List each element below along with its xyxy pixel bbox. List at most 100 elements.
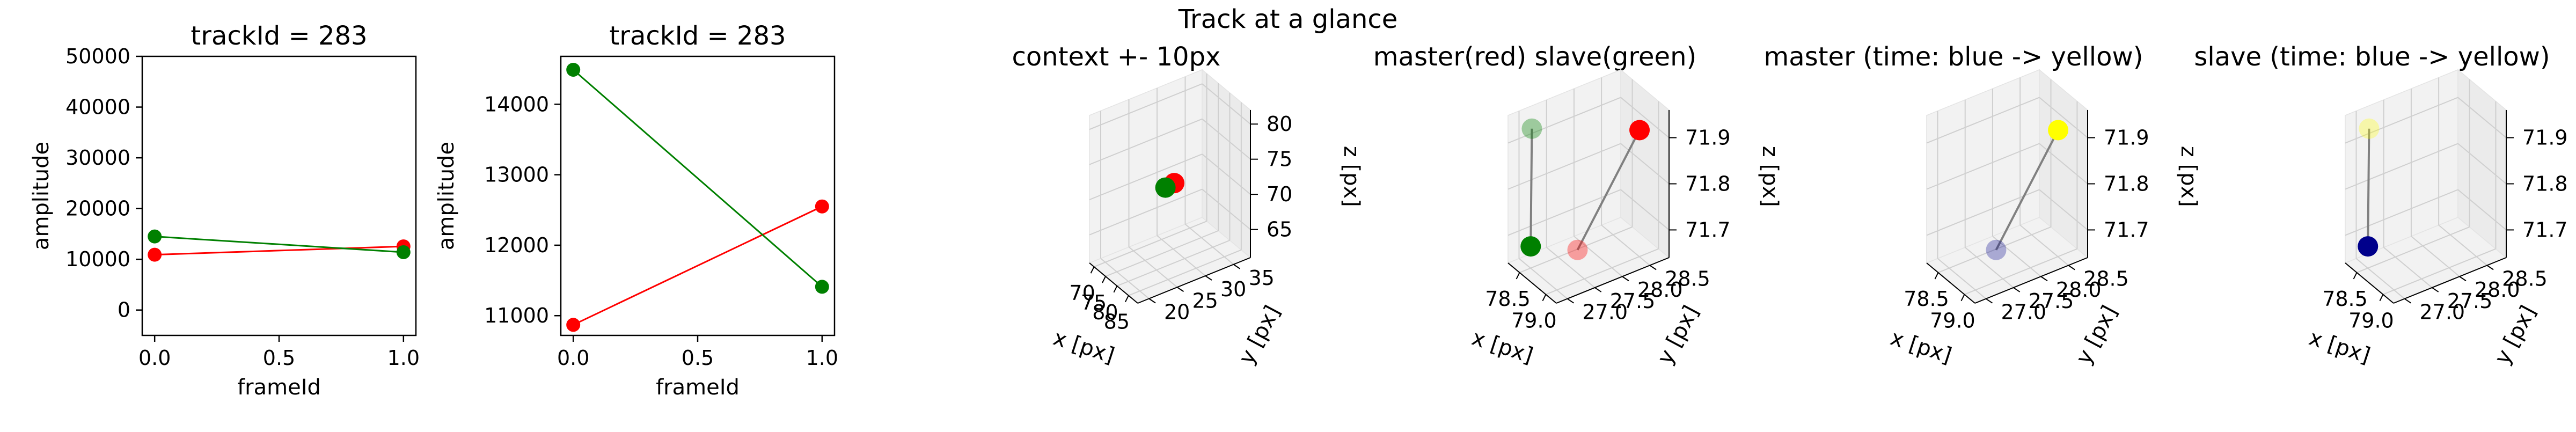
- grid-line-z: [1202, 153, 1251, 195]
- x-tick-label: 1.0: [806, 346, 838, 370]
- grid-line-z: [1620, 189, 1670, 231]
- x-tick-mark: [1960, 294, 1965, 302]
- y-tick-mark: [2486, 265, 2494, 270]
- grid-line-y: [2411, 236, 2460, 277]
- grid-line-z: [1507, 97, 1621, 144]
- grid-line-y: [2019, 224, 2069, 266]
- y-tick-mark: [1567, 298, 1575, 304]
- y-tick-mark: [2068, 265, 2075, 270]
- x-tick-label: 78.5: [1485, 287, 1531, 311]
- grid-line-y: [1546, 247, 1596, 288]
- grid-line-z: [1202, 83, 1251, 125]
- y-axis-label: amplitude: [29, 142, 54, 250]
- z-tick-label: 71.7: [2104, 218, 2149, 241]
- grid-line-y: [1157, 235, 1206, 276]
- grid-line-z: [1926, 189, 2040, 236]
- z-tick-label: 65: [1267, 218, 1292, 241]
- x-tick-mark: [1934, 272, 1939, 280]
- grid-line-y: [1128, 246, 1178, 288]
- y-axis-label: y [px]: [2071, 302, 2122, 369]
- y-tick-label: 28.5: [1665, 267, 1710, 291]
- y-axis-label: y [px]: [2490, 302, 2541, 369]
- y-tick-label: 50000: [65, 45, 130, 68]
- chart-title: master (time: blue -> yellow): [1764, 42, 2143, 72]
- y-tick-label: 40000: [65, 96, 130, 119]
- y-axis-label: y [px]: [1652, 302, 1703, 369]
- x-tick-label: 79.0: [2348, 309, 2394, 333]
- y-tick-label: 27.0: [1582, 301, 1628, 324]
- data-point-1-1: [148, 247, 162, 262]
- x-tick-label: 1.0: [387, 346, 420, 370]
- x-tick-label: 78.5: [2322, 287, 2368, 311]
- x-tick-mark: [2379, 294, 2384, 302]
- connector-line-2: [1529, 128, 1533, 247]
- grid-line-z: [1507, 189, 1621, 236]
- x-tick-label: 0.5: [682, 346, 714, 370]
- grid-line-z: [2345, 189, 2458, 236]
- plot-frame: [141, 55, 417, 336]
- x-tick-mark: [2353, 272, 2358, 280]
- series-line-2: [155, 236, 404, 253]
- data-point-2-2: [396, 245, 411, 259]
- y-tick-mark: [2459, 276, 2467, 282]
- x-axis-label: frameId: [656, 375, 740, 400]
- grid-line-z: [1089, 83, 1203, 130]
- grid-line-x: [1117, 239, 1230, 287]
- y-axis-label: amplitude: [434, 142, 459, 250]
- data-point-4: [1520, 236, 1541, 257]
- x-tick-mark: [1124, 295, 1129, 303]
- grid-line-z: [2345, 143, 2458, 190]
- amplitude-chart-2: trackId = 283 0.0 0.5 1.0 11000 12000 13000 140…: [434, 21, 838, 400]
- data-point-1-1: [566, 318, 581, 332]
- grid-line-z: [2457, 143, 2507, 185]
- data-point-2-1: [148, 229, 162, 244]
- x-tick-label: 78.5: [1904, 287, 1949, 311]
- connector-line-1: [1576, 129, 1641, 251]
- x-tick-label: 80: [1092, 301, 1118, 324]
- grid-line-z: [2039, 97, 2088, 138]
- y-axis-line: [1137, 257, 1251, 304]
- y-tick-label: 27.5: [1610, 289, 1656, 313]
- y-tick-label: 30000: [65, 146, 130, 170]
- scatter3d-panel-4: slave (time: blue -> yellow) 78.579.0 27.0…: [2194, 42, 2568, 369]
- y-tick-mark: [1622, 276, 1629, 282]
- y-tick-label: 27.0: [2001, 301, 2046, 324]
- grid-line-z: [1089, 188, 1203, 236]
- series-line-2: [573, 69, 823, 288]
- z-tick-label: 71.7: [2522, 218, 2568, 241]
- grid-line-z: [1507, 143, 1621, 190]
- y-tick-label: 27.5: [2447, 289, 2493, 313]
- z-tick-label: 71.8: [2522, 172, 2568, 196]
- grid-line-y: [1601, 224, 1650, 266]
- x-tick-label: 85: [1104, 310, 1130, 334]
- y-tick-label: 28.0: [2056, 278, 2102, 302]
- z-axis-label: z [px]: [1339, 146, 1364, 207]
- z-tick-label: 75: [1267, 148, 1292, 171]
- y-tick-label: 28.0: [1637, 278, 1683, 302]
- connector-line-1: [2367, 128, 2370, 247]
- z-tick-label: 71.9: [2104, 126, 2149, 150]
- x-axis-line: [1926, 262, 1975, 304]
- y-tick-mark: [2040, 276, 2048, 282]
- grid-line-y: [1100, 258, 1150, 299]
- grid-line-x: [1094, 221, 1207, 268]
- grid-line-y: [1965, 247, 2014, 288]
- y-tick-label: 28.5: [2083, 267, 2129, 291]
- x-tick-mark: [1516, 272, 1520, 280]
- data-point-3: [1521, 118, 1542, 139]
- y-tick-label: 0: [118, 298, 130, 322]
- z-tick-label: 80: [1267, 112, 1292, 136]
- z-tick-label: 71.8: [1685, 172, 1731, 196]
- y-tick-label: 28.0: [2475, 278, 2520, 302]
- x-tick-mark: [1090, 266, 1095, 274]
- grid-line-y: [1518, 258, 1568, 299]
- z-tick-label: 71.9: [1685, 126, 1731, 150]
- chart-title: trackId = 283: [191, 21, 367, 51]
- y-tick-mark: [1205, 275, 1212, 281]
- y-tick-mark: [2013, 287, 2021, 292]
- chart-title: master(red) slave(green): [1373, 42, 1696, 72]
- y-axis-label: y [px]: [1234, 302, 1285, 369]
- series-line-1: [573, 206, 823, 326]
